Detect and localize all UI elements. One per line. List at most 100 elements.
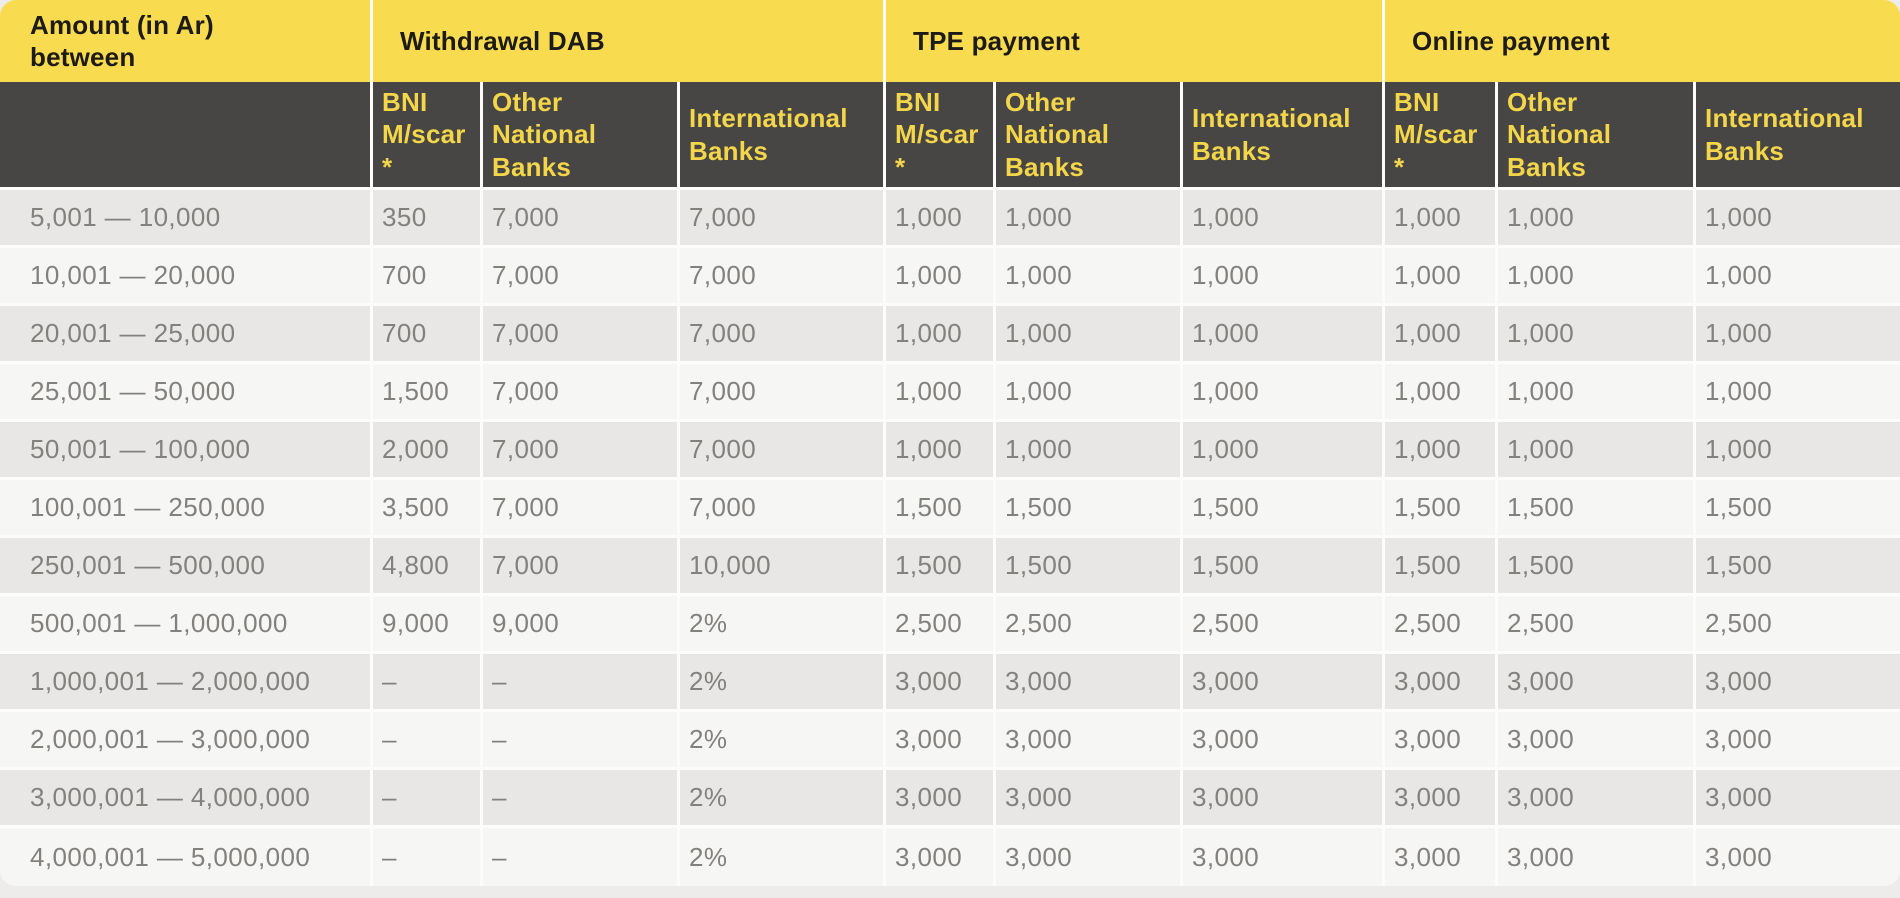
amount-range-cell: 25,001 — 50,000 [0,364,373,422]
fee-cell: 3,000 [1183,654,1386,712]
fee-cell: 7,000 [680,248,887,306]
table-row: 10,001 — 20,000 700 7,000 7,000 1,000 1,000 1,… [0,248,1900,306]
fee-cell: – [373,828,483,886]
fee-cell: 1,000 [1696,248,1900,306]
bank-header-row: BNI M/scar * Other National Banks Intern… [0,82,1900,190]
fee-cell: 1,000 [996,364,1184,422]
fee-cell: – [373,712,483,770]
fee-cell: 1,500 [373,364,483,422]
fee-cell: 1,000 [886,248,997,306]
table-row: 2,000,001 — 3,000,000– –2% 3,000 3,000 3,000… [0,712,1900,770]
fee-cell: 1,000 [996,306,1184,364]
fee-cell: 1,000 [1498,190,1697,248]
fee-cell: 2% [680,712,887,770]
amount-header-label: Amount (in Ar) between [30,9,214,73]
table-row: 25,001 — 50,000 1,500 7,000 7,000 1,000 1,000… [0,364,1900,422]
fee-cell: – [483,712,680,770]
fee-cell: 3,000 [1696,770,1900,828]
fee-cell: 3,000 [996,712,1184,770]
group-header-withdrawal-dab: Withdrawal DAB [373,0,887,82]
fee-cell: 1,500 [1498,480,1697,538]
table-row: 50,001 — 100,000 2,000 7,000 7,000 1,000 1,00… [0,422,1900,480]
fee-cell: 7,000 [680,480,887,538]
fee-table-body: 5,001 — 10,000 350 7,000 7,000 1,000 1,000 1,0… [0,190,1900,886]
fee-cell: 3,000 [1385,712,1499,770]
fee-cell: 1,000 [1696,190,1900,248]
fee-cell: 3,000 [886,770,997,828]
amount-range-cell: 50,001 — 100,000 [0,422,373,480]
table-row: 100,001 — 250,000 3,500 7,000 7,000 1,500 1,5… [0,480,1900,538]
fee-cell: 9,000 [483,596,680,654]
fee-cell: 1,000 [886,422,997,480]
fee-cell: 2% [680,596,887,654]
fee-cell: – [483,828,680,886]
group-header-row: Amount (in Ar) between Withdrawal DAB TP… [0,0,1900,82]
group-header-tpe-payment: TPE payment [886,0,1386,82]
amount-range-cell: 2,000,001 — 3,000,000 [0,712,373,770]
fee-cell: 7,000 [483,364,680,422]
fee-cell: 1,000 [1183,306,1386,364]
fee-cell: 3,000 [886,654,997,712]
fee-cell: 4,800 [373,538,483,596]
fee-cell: 7,000 [680,190,887,248]
fee-cell: 1,000 [1385,190,1499,248]
fee-cell: 1,000 [1183,248,1386,306]
fee-cell: 7,000 [483,306,680,364]
fee-cell: 3,000 [996,828,1184,886]
fee-cell: 3,000 [1498,712,1697,770]
fee-cell: 3,000 [1498,770,1697,828]
fee-cell: 350 [373,190,483,248]
table-row: 3,000,001 — 4,000,000– –2% 3,000 3,000 3,000… [0,770,1900,828]
fee-cell: 3,000 [1385,828,1499,886]
fee-cell: 1,000 [1498,248,1697,306]
col-header-online-international: International Banks [1696,82,1900,190]
fee-cell: 1,000 [1696,306,1900,364]
col-header-withdrawal-other-national: Other National Banks [483,82,680,190]
fee-cell: 1,000 [1183,364,1386,422]
fee-cell: 1,000 [886,306,997,364]
fee-cell: 3,000 [1183,770,1386,828]
amount-range-cell: 20,001 — 25,000 [0,306,373,364]
fee-cell: 2% [680,654,887,712]
fee-cell: 700 [373,306,483,364]
fee-cell: 3,000 [1385,770,1499,828]
fee-cell: 2,500 [1385,596,1499,654]
amount-range-cell: 100,001 — 250,000 [0,480,373,538]
fee-cell: 2,500 [1696,596,1900,654]
fee-cell: 1,000 [1696,422,1900,480]
fee-cell: 10,000 [680,538,887,596]
fee-cell: 1,000 [1498,306,1697,364]
fee-cell: 1,000 [1696,364,1900,422]
fee-cell: 3,000 [1183,828,1386,886]
fee-cell: 1,500 [1183,480,1386,538]
fee-cell: – [483,770,680,828]
fee-cell: 3,500 [373,480,483,538]
fee-cell: 7,000 [483,248,680,306]
fee-cell: – [483,654,680,712]
col-header-online-other-national: Other National Banks [1498,82,1697,190]
table-row: 500,001 — 1,000,000 9,000 9,000 2% 2,500 2,50… [0,596,1900,654]
col-header-online-bni: BNI M/scar * [1385,82,1499,190]
fee-cell: 1,000 [1385,422,1499,480]
fee-cell: 2,000 [373,422,483,480]
fee-cell: 1,000 [996,190,1184,248]
amount-range-cell: 5,001 — 10,000 [0,190,373,248]
amount-range-cell: 10,001 — 20,000 [0,248,373,306]
table-row: 20,001 — 25,000 700 7,000 7,000 1,000 1,000 1,… [0,306,1900,364]
fee-cell: 7,000 [680,422,887,480]
fee-cell: 7,000 [483,538,680,596]
fee-cell: 3,000 [886,712,997,770]
fee-cell: 3,000 [1498,828,1697,886]
fee-cell: 1,000 [1385,248,1499,306]
fee-cell: 7,000 [483,190,680,248]
fee-cell: 1,000 [996,248,1184,306]
fee-cell: 1,500 [1183,538,1386,596]
fee-cell: 1,000 [886,190,997,248]
col-header-withdrawal-international: International Banks [680,82,887,190]
amount-range-cell: 3,000,001 — 4,000,000 [0,770,373,828]
fee-cell: 2,500 [886,596,997,654]
table-row: 5,001 — 10,000 350 7,000 7,000 1,000 1,000 1,0… [0,190,1900,248]
fee-cell: 1,000 [1385,306,1499,364]
